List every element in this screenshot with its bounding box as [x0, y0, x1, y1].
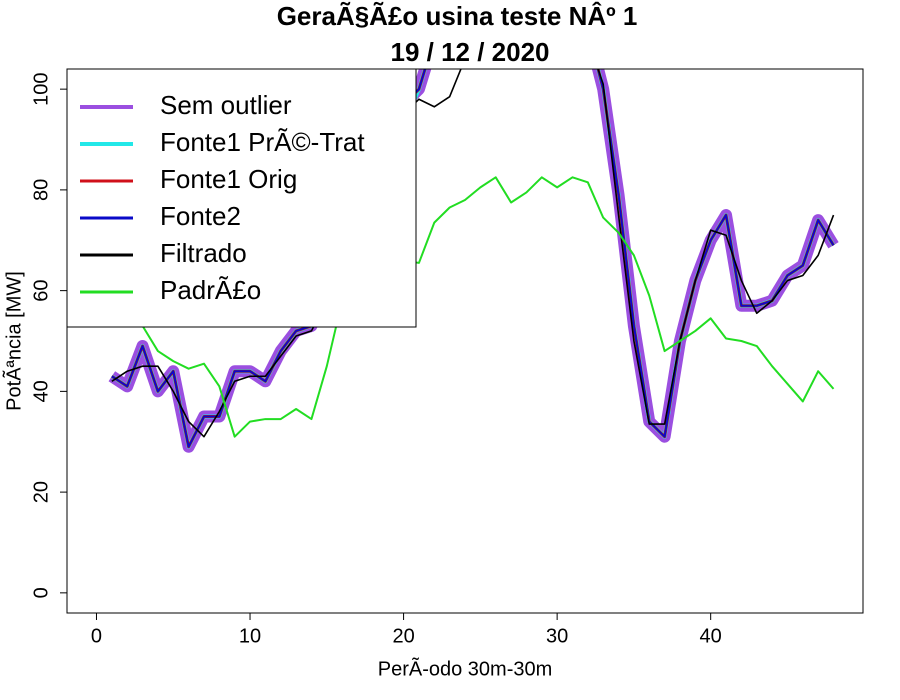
- series-line: [111, 176, 835, 438]
- y-tick-label: 0: [30, 587, 52, 598]
- legend-label: PadrÃ£o: [160, 275, 261, 305]
- series-line: [111, 69, 835, 448]
- series-line: [111, 69, 835, 438]
- y-tick-label: 20: [30, 481, 52, 503]
- legend-label: Sem outlier: [160, 90, 292, 120]
- legend-label: Filtrado: [160, 238, 247, 268]
- x-tick-label: 20: [392, 625, 414, 647]
- chart-subtitle: 19 / 12 / 2020: [390, 37, 549, 67]
- legend-box: [66, 68, 417, 328]
- chart-title: GeraÃ§Ã£o usina teste NÂº 1: [277, 1, 638, 31]
- y-tick-label: 100: [30, 72, 52, 105]
- plot-area: [108, 69, 839, 453]
- legend-label: Fonte1 Orig: [160, 164, 297, 194]
- y-tick-label: 40: [30, 380, 52, 402]
- x-tick-label: 40: [700, 625, 722, 647]
- y-tick-label: 60: [30, 280, 52, 302]
- x-tick-label: 10: [239, 625, 261, 647]
- plot-frame: [66, 68, 864, 614]
- legend-label: Fonte1 PrÃ©-Trat: [160, 127, 365, 157]
- y-axis-label: PotÃªncia [MW]: [1, 271, 25, 411]
- y-tick-label: 80: [30, 179, 52, 201]
- x-axis-label: PerÃ-odo 30m-30m: [378, 656, 553, 680]
- x-tick-label: 0: [91, 625, 102, 647]
- legend-label: Fonte2: [160, 201, 241, 231]
- x-tick-label: 30: [546, 625, 568, 647]
